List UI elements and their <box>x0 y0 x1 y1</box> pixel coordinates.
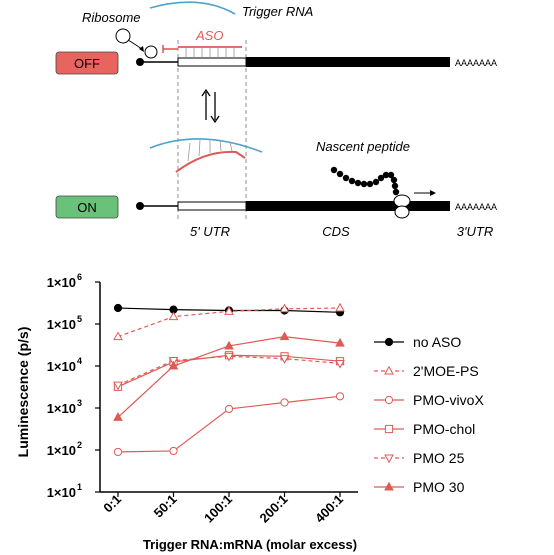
data-point <box>279 303 290 313</box>
schematic: Ribosome Trigger RNA ASO OFF AAAAAAA <box>55 1 497 239</box>
data-point <box>113 381 123 391</box>
cds-label: CDS <box>322 224 350 239</box>
x-tick-label: 0:1 <box>100 492 124 516</box>
ribosome-small-subunit-icon <box>394 205 410 219</box>
aso-label: ASO <box>195 28 223 43</box>
y-tick-exponent: 6 <box>77 272 82 282</box>
data-point <box>113 447 123 457</box>
data-point <box>224 340 234 350</box>
y-tick-exponent: 5 <box>77 314 82 324</box>
data-point <box>224 352 234 362</box>
legend-label: PMO-chol <box>413 421 475 437</box>
equilibrium-arrows <box>201 88 220 124</box>
ribosome-icon <box>115 28 131 44</box>
y-tick-label: 1×10 <box>47 443 76 458</box>
utr5-box-top <box>177 57 247 67</box>
series-line-4 <box>117 355 341 386</box>
trigger-rna-strand-top <box>149 1 236 15</box>
trigger-rna-label: Trigger RNA <box>242 4 313 19</box>
nascent-peptide-chain <box>330 166 400 196</box>
legend-marker <box>384 337 394 347</box>
x-tick-label: 100:1 <box>201 492 235 526</box>
data-point <box>113 331 123 341</box>
data-point <box>335 359 345 369</box>
x-tick-label: 50:1 <box>151 492 180 521</box>
legend-label: PMO 30 <box>413 479 465 495</box>
legend-marker <box>384 395 394 405</box>
y-tick-exponent: 2 <box>77 440 82 450</box>
trigger-rna-strand-bottom <box>149 138 263 153</box>
ribosome-label: Ribosome <box>82 10 141 25</box>
ribosome-small-icon <box>144 45 158 59</box>
x-tick-label: 400:1 <box>312 492 346 526</box>
data-point <box>335 302 345 312</box>
polyA-bottom: AAAAAAA <box>455 202 497 212</box>
y-tick-label: 1×10 <box>47 359 76 374</box>
y-tick-label: 1×10 <box>47 401 76 416</box>
y-tick-label: 1×10 <box>47 275 76 290</box>
data-point <box>224 306 234 315</box>
legend-marker <box>384 424 394 434</box>
y-tick-exponent: 1 <box>77 482 82 492</box>
x-tick-label: 200:1 <box>257 492 291 526</box>
legend-label: PMO 25 <box>413 450 465 466</box>
chart-legend: no ASO 2'MOE-PS PMO-vivoX PMO-chol PMO 25 PMO… <box>374 334 484 495</box>
y-axis-label: Luminescence (p/s) <box>15 327 31 458</box>
data-point <box>168 311 179 321</box>
series-line-2 <box>117 395 341 453</box>
data-point <box>113 303 123 313</box>
data-point <box>280 398 289 407</box>
on-box <box>55 195 119 219</box>
polyA-top: AAAAAAA <box>455 58 497 68</box>
legend-marker <box>384 365 394 375</box>
data-point <box>169 446 178 456</box>
aso-base-pairs <box>185 47 235 57</box>
data-point <box>113 412 123 421</box>
utr5-label: 5' UTR <box>190 224 230 239</box>
utr3-label: 3'UTR <box>457 224 493 239</box>
duplex-base-pairs <box>187 139 233 162</box>
cds-box-bottom <box>246 201 450 211</box>
off-box <box>55 51 119 75</box>
data-point <box>168 360 179 370</box>
data-point <box>335 337 345 347</box>
nascent-peptide-label: Nascent peptide <box>316 139 410 154</box>
cds-box-top <box>246 57 450 67</box>
utr5-box-bottom <box>177 201 247 211</box>
legend-marker <box>384 454 394 464</box>
chart: Luminescence (p/s) Trigger RNA:mRNA (mol… <box>15 272 484 552</box>
chart-plot: 1×10 11×10 21×10 31×10 41×10 51×10 60:1 50:1 100… <box>47 272 358 526</box>
legend-marker <box>384 481 394 491</box>
aso-strand-bound <box>175 150 246 173</box>
y-tick-exponent: 4 <box>77 356 82 366</box>
data-point <box>335 392 345 401</box>
y-tick-label: 1×10 <box>47 317 76 332</box>
off-label: OFF <box>74 56 100 71</box>
legend-label: no ASO <box>413 334 461 350</box>
y-tick-exponent: 3 <box>77 398 82 408</box>
legend-label: 2'MOE-PS <box>413 363 479 379</box>
ribosome-large-subunit-icon <box>393 194 411 208</box>
data-point <box>279 331 290 341</box>
data-point <box>279 355 290 364</box>
data-point <box>224 404 234 414</box>
x-axis-label: Trigger RNA:mRNA (molar excess) <box>143 537 357 552</box>
legend-label: PMO-vivoX <box>413 392 484 408</box>
y-tick-label: 1×10 <box>47 485 76 500</box>
on-label: ON <box>77 200 97 215</box>
